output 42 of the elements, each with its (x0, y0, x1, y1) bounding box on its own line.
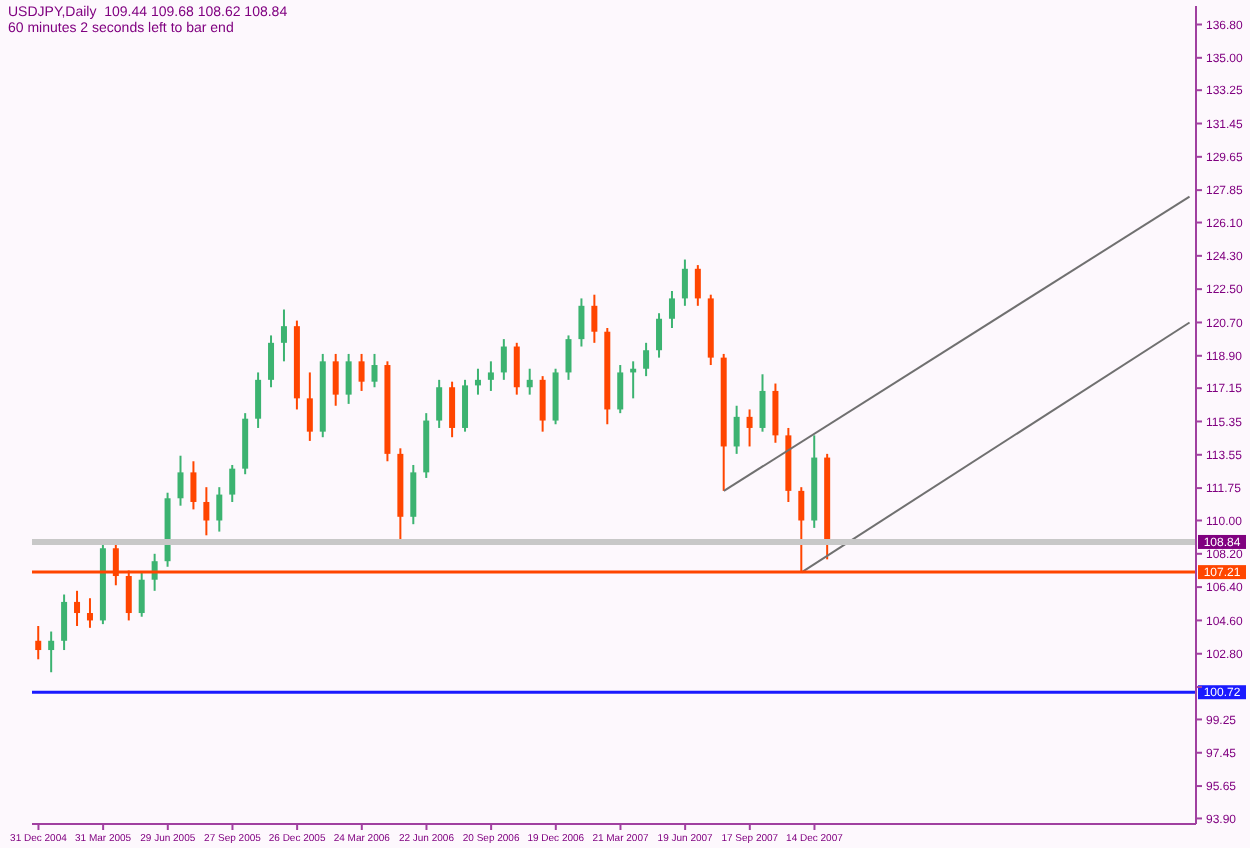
candlestick (436, 378, 443, 429)
candlestick (487, 360, 494, 392)
candlestick (86, 597, 93, 629)
candlestick (449, 380, 456, 439)
candlestick (681, 258, 688, 307)
candlestick (462, 378, 469, 433)
candlestick (229, 463, 236, 503)
candlestick (190, 460, 197, 511)
candlestick (306, 371, 313, 442)
candlestick (643, 341, 650, 378)
candlestick (746, 408, 753, 448)
candlestick (733, 404, 740, 455)
candlestick (500, 338, 507, 381)
candlestick (35, 624, 42, 661)
candlestick (759, 373, 766, 433)
candlestick (565, 334, 572, 381)
candlestick (526, 367, 533, 396)
candlestick (345, 352, 352, 405)
candlestick (772, 382, 779, 444)
candlestick (358, 352, 365, 392)
candlestick (410, 463, 417, 526)
candlestick (74, 589, 81, 627)
candlestick (513, 341, 520, 396)
candlestick (280, 308, 287, 363)
candlestick (216, 486, 223, 533)
candlestick (177, 454, 184, 507)
candlestick (539, 375, 546, 433)
candlestick (617, 364, 624, 415)
candlestick (371, 352, 378, 389)
candlestick (591, 293, 598, 344)
candlestick (268, 334, 275, 389)
candlestick (694, 264, 701, 307)
candlestick (656, 312, 663, 359)
candlestick (203, 486, 210, 537)
candlestick (332, 352, 339, 407)
candlestick (48, 630, 55, 674)
candlestick (61, 593, 68, 652)
candlestick (668, 290, 675, 330)
candlestick (474, 367, 481, 396)
candlestick (138, 571, 145, 618)
candlestick (578, 297, 585, 348)
candlestick (255, 371, 262, 429)
